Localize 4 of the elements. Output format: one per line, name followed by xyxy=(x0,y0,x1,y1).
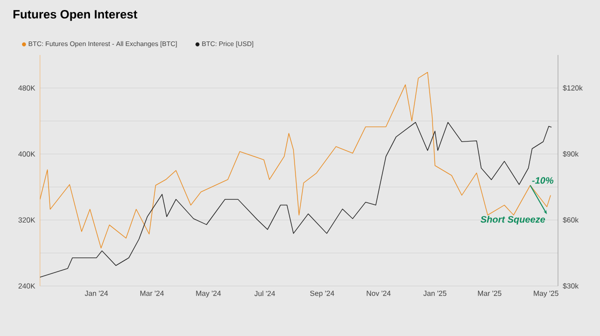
annotation: -10% xyxy=(532,177,554,184)
annotation: Short Squeeze xyxy=(480,216,546,225)
chart-title: Futures Open Interest xyxy=(14,10,138,21)
line-series xyxy=(40,122,552,278)
